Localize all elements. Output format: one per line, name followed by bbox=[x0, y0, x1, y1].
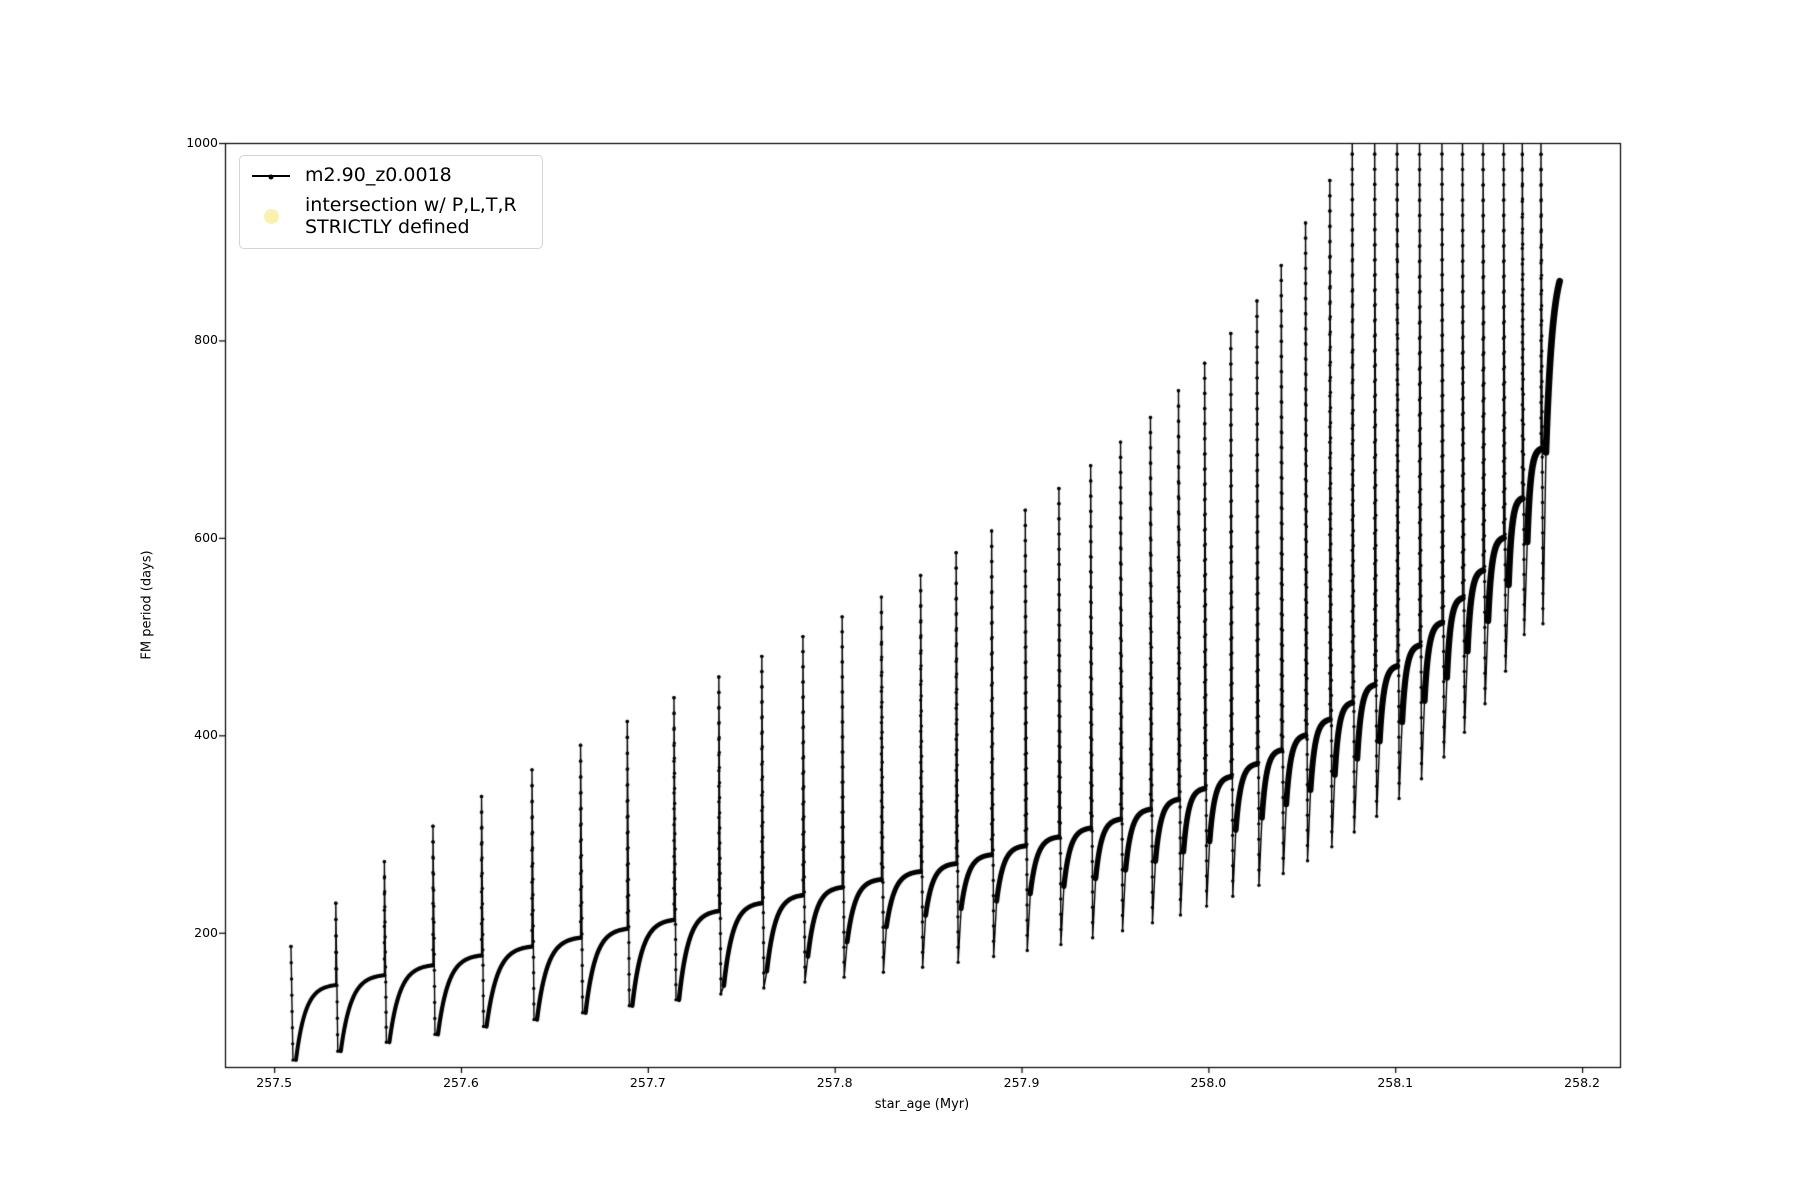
x-tick-label: 257.6 bbox=[443, 1075, 479, 1090]
x-axis-label: star_age (Myr) bbox=[874, 1097, 970, 1112]
legend-line-sample-icon bbox=[251, 174, 291, 179]
legend-item-label: m2.90_z0.0018 bbox=[305, 164, 452, 187]
x-tick-label: 257.5 bbox=[256, 1075, 293, 1090]
legend-item-series: m2.90_z0.0018 bbox=[251, 162, 532, 189]
legend: m2.90_z0.0018 intersection w/ P,L,T,R ST… bbox=[239, 155, 543, 249]
legend-item-intersection: intersection w/ P,L,T,R STRICTLY defined bbox=[251, 194, 532, 239]
x-tick-label: 257.7 bbox=[629, 1075, 666, 1090]
x-tick-label: 258.2 bbox=[1564, 1075, 1600, 1090]
x-tick-label: 257.9 bbox=[1003, 1075, 1040, 1090]
legend-circle-sample-icon bbox=[251, 208, 291, 224]
legend-item-label: intersection w/ P,L,T,R STRICTLY defined bbox=[305, 194, 517, 239]
y-tick-label: 600 bbox=[194, 529, 218, 545]
x-tick-label: 258.0 bbox=[1190, 1075, 1227, 1090]
x-tick-label: 257.8 bbox=[816, 1075, 853, 1090]
y-axis-label: FM period (days) bbox=[139, 550, 155, 660]
y-tick-label: 800 bbox=[194, 332, 218, 348]
x-tick-label: 258.1 bbox=[1377, 1075, 1414, 1090]
y-tick-label: 400 bbox=[194, 727, 218, 743]
y-tick-label: 1000 bbox=[186, 135, 218, 150]
y-tick-label: 200 bbox=[194, 924, 218, 940]
